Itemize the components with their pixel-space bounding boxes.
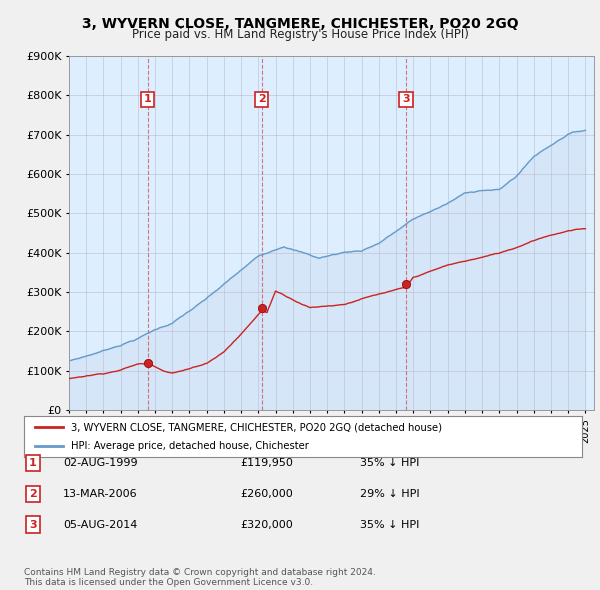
Text: 2: 2: [29, 489, 37, 499]
Text: 05-AUG-2014: 05-AUG-2014: [63, 520, 137, 529]
Text: Price paid vs. HM Land Registry's House Price Index (HPI): Price paid vs. HM Land Registry's House …: [131, 28, 469, 41]
Text: 29% ↓ HPI: 29% ↓ HPI: [360, 489, 419, 499]
Text: HPI: Average price, detached house, Chichester: HPI: Average price, detached house, Chic…: [71, 441, 310, 451]
Text: 3: 3: [402, 94, 410, 104]
Text: Contains HM Land Registry data © Crown copyright and database right 2024.
This d: Contains HM Land Registry data © Crown c…: [24, 568, 376, 587]
Text: 1: 1: [144, 94, 152, 104]
Text: 3: 3: [29, 520, 37, 529]
Text: £320,000: £320,000: [240, 520, 293, 529]
Text: 02-AUG-1999: 02-AUG-1999: [63, 458, 137, 468]
Text: 35% ↓ HPI: 35% ↓ HPI: [360, 520, 419, 529]
Text: 3, WYVERN CLOSE, TANGMERE, CHICHESTER, PO20 2GQ: 3, WYVERN CLOSE, TANGMERE, CHICHESTER, P…: [82, 17, 518, 31]
Text: 35% ↓ HPI: 35% ↓ HPI: [360, 458, 419, 468]
Text: 13-MAR-2006: 13-MAR-2006: [63, 489, 137, 499]
Text: 2: 2: [258, 94, 266, 104]
Text: £260,000: £260,000: [240, 489, 293, 499]
Text: 1: 1: [29, 458, 37, 468]
Text: 3, WYVERN CLOSE, TANGMERE, CHICHESTER, PO20 2GQ (detached house): 3, WYVERN CLOSE, TANGMERE, CHICHESTER, P…: [71, 422, 442, 432]
Text: £119,950: £119,950: [240, 458, 293, 468]
